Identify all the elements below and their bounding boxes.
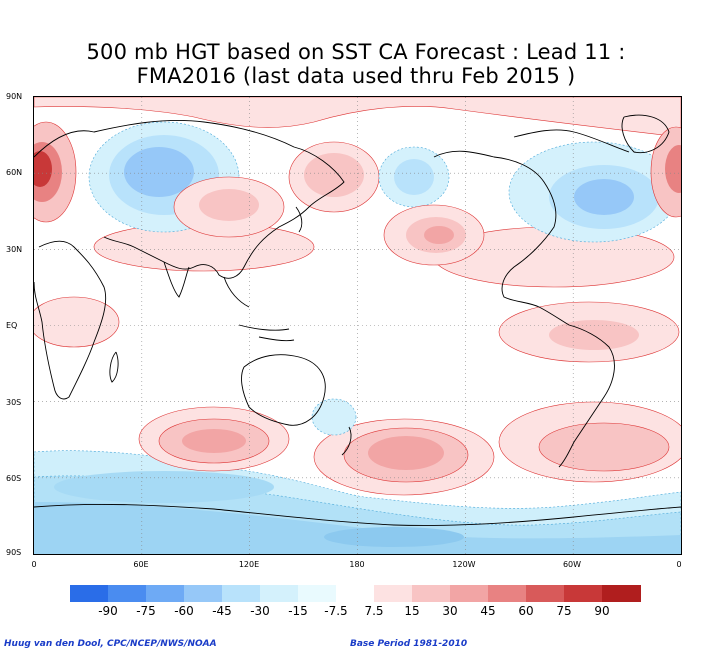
colorbar-cell	[602, 585, 641, 602]
colorbar-cell	[412, 585, 451, 602]
lat-label-90s: 90S	[6, 548, 22, 557]
colorbar-label: 60	[518, 604, 534, 618]
colorbar-label: -45	[212, 604, 232, 618]
colorbar-label: 90	[594, 604, 610, 618]
colorbar-cell	[298, 585, 337, 602]
colorbar-label: -75	[136, 604, 156, 618]
colorbar-cell	[184, 585, 223, 602]
colorbar-cell	[70, 585, 109, 602]
map-anomaly-shading	[34, 97, 681, 554]
lon-label-60e: 60E	[133, 560, 149, 569]
lat-label-90n: 90N	[6, 92, 23, 101]
lon-label-120e: 120E	[238, 560, 260, 569]
map-canvas	[34, 97, 681, 554]
colorbar-label: 30	[442, 604, 458, 618]
colorbar-label: 7.5	[364, 604, 384, 618]
colorbar-label: -30	[250, 604, 270, 618]
colorbar-cell	[222, 585, 261, 602]
colorbar-cell	[564, 585, 603, 602]
lon-label-0: 0	[31, 560, 37, 569]
lat-label-60n: 60N	[6, 168, 23, 177]
colorbar-cell	[488, 585, 527, 602]
lon-label-120w: 120W	[452, 560, 476, 569]
lat-label-60s: 60S	[6, 474, 22, 483]
lon-label-0-end: 0	[676, 560, 682, 569]
colorbar-cell	[146, 585, 185, 602]
colorbar-label: -90	[98, 604, 118, 618]
map-coastlines	[34, 114, 681, 526]
colorbar-label: 45	[480, 604, 496, 618]
colorbar-cell	[526, 585, 565, 602]
lat-label-30n: 30N	[6, 245, 23, 254]
lon-label-180: 180	[349, 560, 365, 569]
colorbar-label: -15	[288, 604, 308, 618]
anomaly-map	[33, 96, 682, 555]
footer-credit: Huug van den Dool, CPC/NCEP/NWS/NOAA	[4, 639, 217, 649]
map-grid-lines	[34, 97, 681, 554]
map-title-line2: FMA2016 (last data used thru Feb 2015 )	[136, 64, 576, 88]
colorbar-cell	[450, 585, 489, 602]
colorbar-cell	[336, 585, 375, 602]
lat-label-30s: 30S	[6, 398, 22, 407]
colorbar-label: 75	[556, 604, 572, 618]
lat-label-eq: EQ	[6, 321, 18, 330]
footer-base-period: Base Period 1981-2010	[350, 639, 468, 649]
colorbar-label: 15	[404, 604, 420, 618]
colorbar-label: -7.5	[324, 604, 348, 618]
colorbar-label: -60	[174, 604, 194, 618]
lon-label-60w: 60W	[562, 560, 582, 569]
colorbar-cell	[260, 585, 299, 602]
colorbar-cell	[374, 585, 413, 602]
colorbar	[70, 585, 641, 602]
colorbar-cell	[108, 585, 147, 602]
map-title-line1: 500 mb HGT based on SST CA Forecast : Le…	[86, 40, 626, 64]
